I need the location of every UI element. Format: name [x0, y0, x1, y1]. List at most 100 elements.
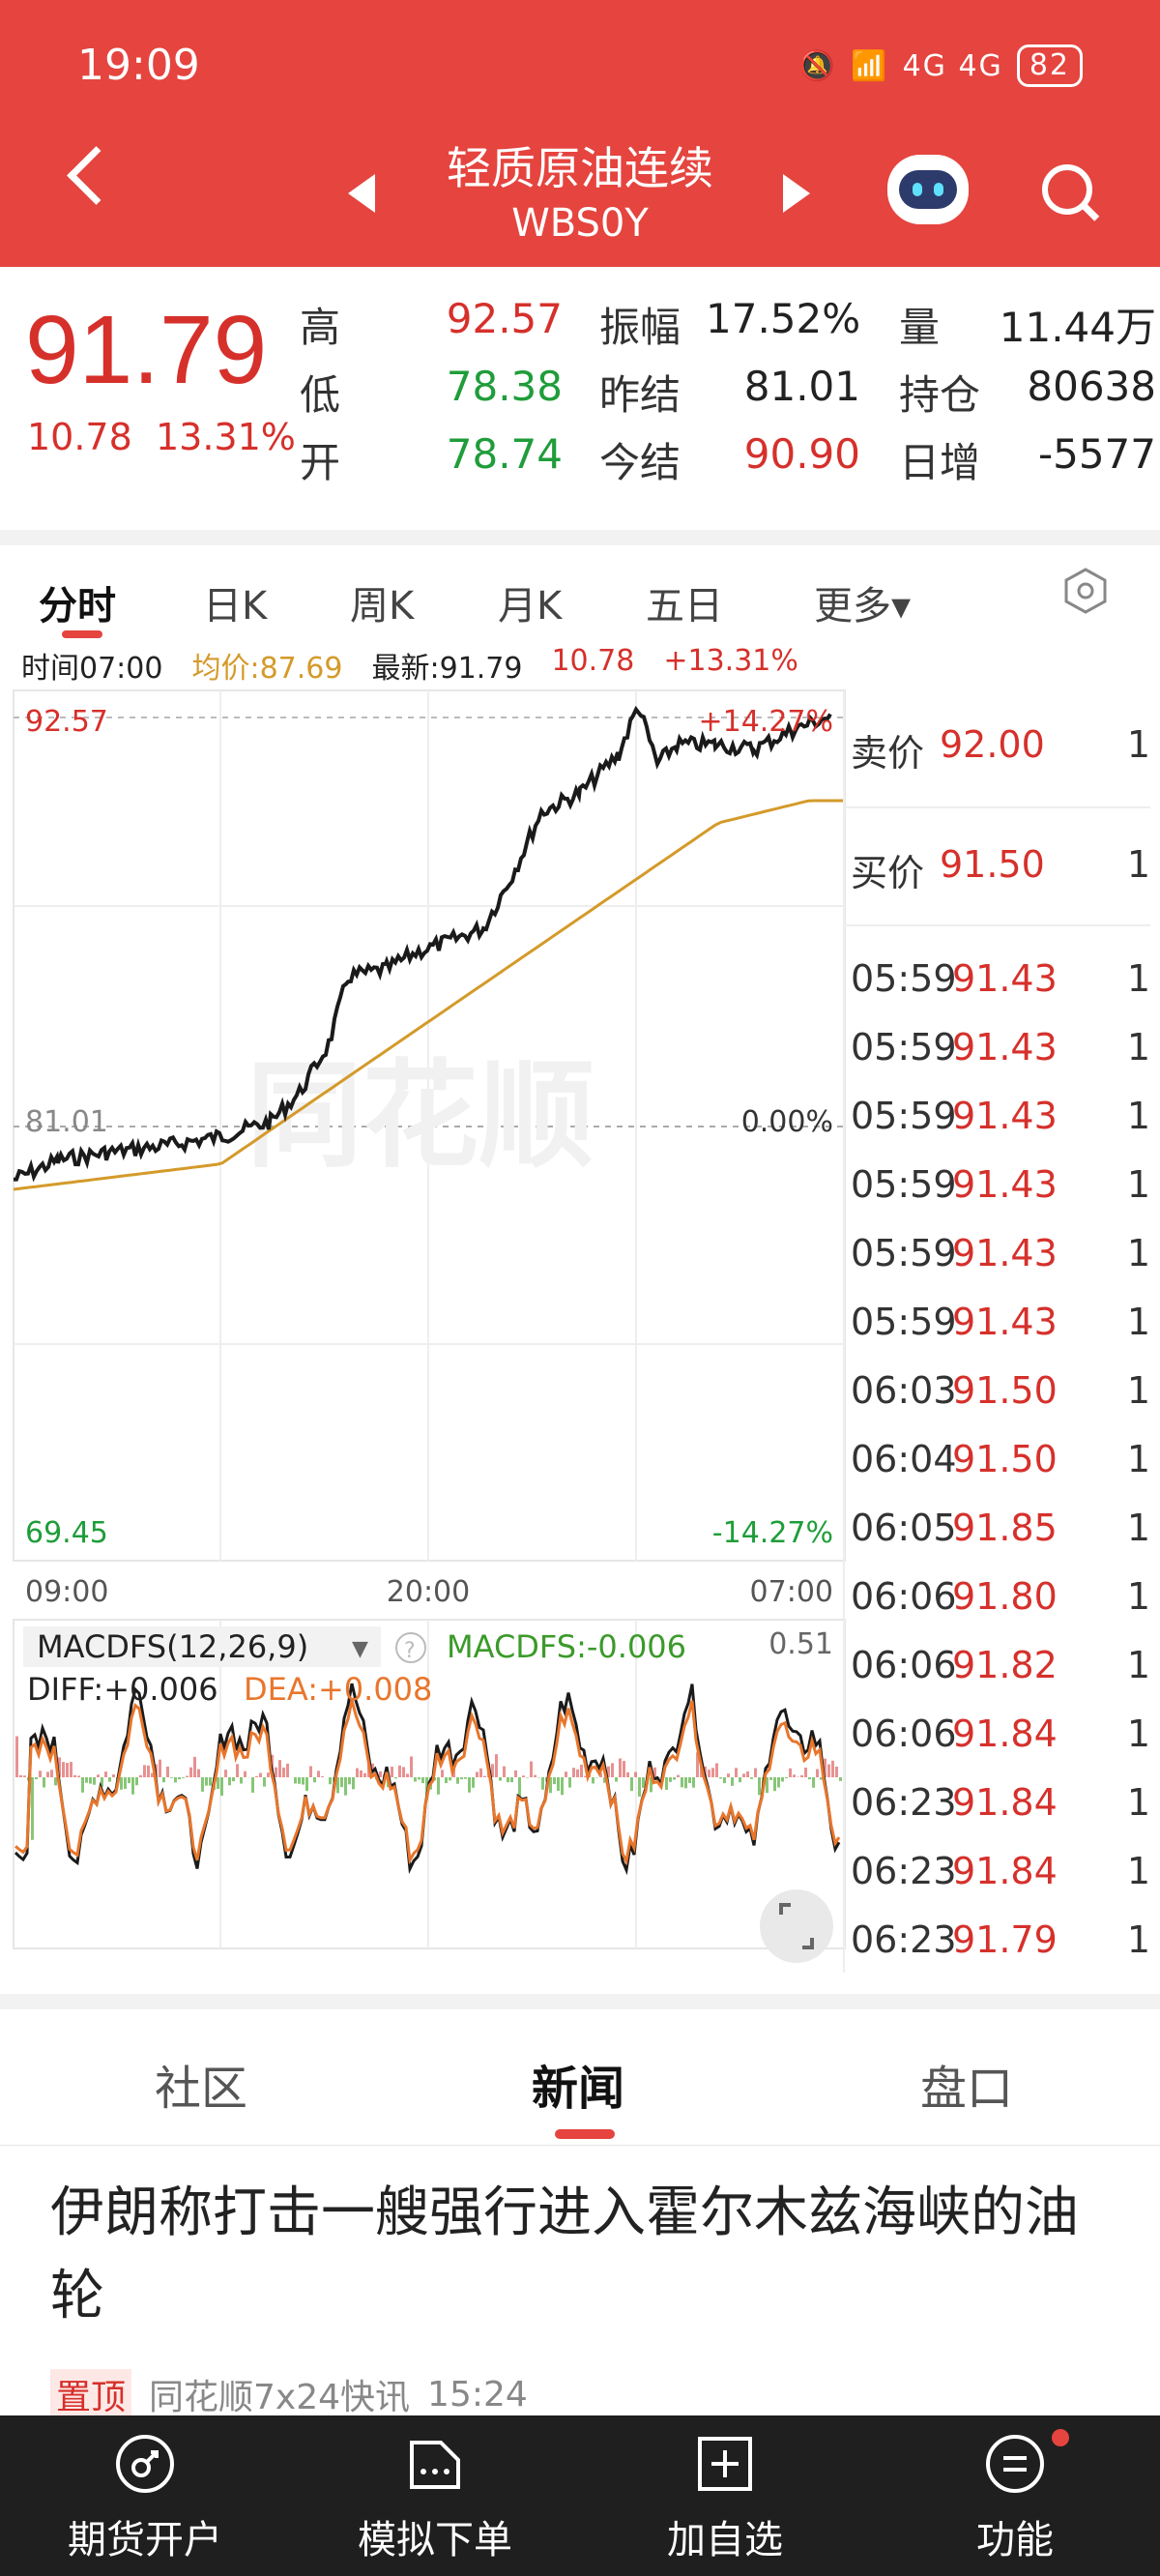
tick-row: 05:59 91.43 1 — [851, 1026, 1150, 1068]
average-price-line — [13, 799, 843, 1191]
info-change: 10.78 — [551, 644, 635, 678]
news-headline[interactable]: 伊朗称打击一艘强行进入霍尔木兹海峡的油轮 — [50, 2181, 1079, 2327]
axis-low-label: 69.45 — [25, 1516, 108, 1550]
tick-time: 05:59 — [851, 1232, 957, 1274]
tick-volume: 1 — [1126, 1644, 1150, 1686]
news-time: 15:24 — [427, 2374, 528, 2415]
bottom-nav: 期货开户 模拟下单 加自选 功能 — [0, 2415, 1160, 2576]
tick-volume: 1 — [1126, 1575, 1150, 1618]
tick-time: 06:06 — [851, 1712, 957, 1755]
assistant-robot-icon[interactable] — [887, 155, 969, 224]
diff-value: DIFF:+0.006 — [27, 1671, 218, 1708]
tab-weekly-k[interactable]: 周K — [350, 584, 415, 629]
tick-price: 91.85 — [952, 1507, 1058, 1549]
tick-price: 91.43 — [952, 1232, 1058, 1274]
low-label: 低 — [300, 371, 341, 419]
news-meta: 置顶 同花顺7x24快讯 15:24 — [50, 2369, 528, 2419]
tick-time: 06:23 — [851, 1918, 957, 1961]
open-interest-label: 持仓 — [899, 371, 981, 419]
fullscreen-button[interactable] — [760, 1889, 833, 1963]
tick-row: 06:23 91.84 1 — [851, 1781, 1150, 1824]
axis-mid-pct: 0.00% — [741, 1105, 833, 1139]
tick-time: 05:59 — [851, 1095, 957, 1137]
nav-add-watchlist[interactable]: 加自选 — [580, 2415, 870, 2576]
tick-time: 05:59 — [851, 957, 957, 1000]
tab-more[interactable]: 更多▾ — [814, 584, 912, 629]
xtick-0700: 07:00 — [750, 1575, 833, 1609]
ask-row[interactable]: 卖价 92.00 1 — [851, 723, 1150, 776]
tick-price: 91.43 — [952, 1095, 1058, 1137]
tick-time: 06:05 — [851, 1507, 957, 1549]
high-value: 92.57 — [446, 295, 563, 342]
nav-functions-label: 功能 — [976, 2518, 1054, 2562]
tick-time: 05:59 — [851, 1026, 957, 1068]
volume-value: 11.44万 — [999, 304, 1156, 351]
status-time: 19:09 — [77, 41, 200, 90]
notification-dot — [1052, 2429, 1069, 2446]
nav-functions[interactable]: 功能 — [870, 2415, 1160, 2576]
top-header: 19:09 🔕 📶 4G 4G 82 轻质原油连续 WBS0Y — [0, 0, 1160, 267]
open-account-icon — [116, 2435, 174, 2493]
nav-open-account[interactable]: 期货开户 — [0, 2415, 290, 2576]
bid-label: 买价 — [851, 852, 925, 894]
ask-price: 92.00 — [940, 723, 1045, 766]
bid-row[interactable]: 买价 91.50 1 — [851, 843, 1150, 896]
tick-time: 05:59 — [851, 1301, 957, 1343]
tick-volume: 1 — [1126, 1095, 1150, 1137]
axis-mid-label: 81.01 — [25, 1105, 108, 1139]
help-icon[interactable] — [395, 1632, 426, 1663]
info-time: 时间07:00 — [21, 652, 163, 686]
price-line — [13, 705, 832, 1183]
add-watchlist-icon — [698, 2437, 752, 2491]
search-icon[interactable] — [1042, 164, 1092, 215]
tab-monthly-k[interactable]: 月K — [498, 584, 563, 629]
tick-volume: 1 — [1126, 1918, 1150, 1961]
axis-high-pct: +14.27% — [698, 705, 833, 739]
macd-value: MACDFS:-0.006 — [447, 1628, 686, 1665]
macd-dropdown-icon[interactable]: ▼ — [352, 1637, 368, 1661]
tab-news[interactable]: 新闻 — [532, 2062, 625, 2116]
tick-row: 05:59 91.43 1 — [851, 1232, 1150, 1274]
tick-price: 91.43 — [952, 1026, 1058, 1068]
status-icons: 🔕 📶 4G 4G 82 — [799, 44, 1083, 87]
tab-community[interactable]: 社区 — [155, 2062, 248, 2116]
tick-time: 05:59 — [851, 1163, 957, 1206]
tab-daily-k[interactable]: 日K — [203, 584, 268, 629]
nav-sim-order-label: 模拟下单 — [358, 2518, 512, 2562]
tick-time: 06:04 — [851, 1438, 957, 1480]
info-average: 均价:87.69 — [191, 652, 343, 686]
settle-label: 今结 — [599, 439, 682, 486]
macd-scale: 0.51 — [768, 1627, 833, 1661]
tab-order-book[interactable]: 盘口 — [920, 2062, 1014, 2116]
tick-volume: 1 — [1126, 1301, 1150, 1343]
macd-title[interactable]: MACDFS(12,26,9) — [37, 1628, 308, 1665]
help-glyph: ? — [404, 1639, 416, 1663]
xtick-2000: 20:00 — [387, 1575, 470, 1609]
tick-price: 91.43 — [952, 1301, 1058, 1343]
crosshair-info: 时间07:00 均价:87.69 最新:91.79 10.78 +13.31% — [21, 644, 798, 687]
bid-volume: 1 — [1126, 843, 1150, 886]
intraday-chart[interactable]: 同花顺 92.57 +14.27% 81.01 0.00% 69.45 -14.… — [0, 677, 851, 1973]
last-price: 91.79 — [25, 296, 268, 404]
tab-intraday[interactable]: 分时 — [39, 584, 116, 629]
section-tabs: 社区 新闻 盘口 — [0, 1994, 1160, 2146]
tick-volume: 1 — [1126, 1850, 1150, 1892]
tick-price: 91.43 — [952, 1163, 1058, 1206]
ask-label: 卖价 — [851, 732, 925, 775]
period-tabs: 分时 日K 周K 月K 五日 更多▾ — [0, 530, 1160, 644]
tick-row: 06:06 91.80 1 — [851, 1575, 1150, 1618]
change-percent: 13.31% — [155, 416, 296, 458]
nav-sim-order[interactable]: 模拟下单 — [290, 2415, 580, 2576]
tick-row: 06:06 91.84 1 — [851, 1712, 1150, 1755]
change-value: 10.78 — [27, 416, 132, 458]
tick-row: 06:23 91.79 1 — [851, 1918, 1150, 1961]
amplitude-value: 17.52% — [706, 295, 861, 342]
tick-volume: 1 — [1126, 1781, 1150, 1824]
contract-code: WBS0Y — [511, 201, 649, 246]
tick-volume: 1 — [1126, 1438, 1150, 1480]
prev-contract-icon[interactable] — [348, 174, 375, 213]
tab-five-day[interactable]: 五日 — [646, 584, 723, 629]
wifi-icon: 📶 — [851, 48, 889, 83]
chart-settings-icon[interactable] — [1061, 567, 1110, 615]
next-contract-icon[interactable] — [783, 174, 810, 213]
